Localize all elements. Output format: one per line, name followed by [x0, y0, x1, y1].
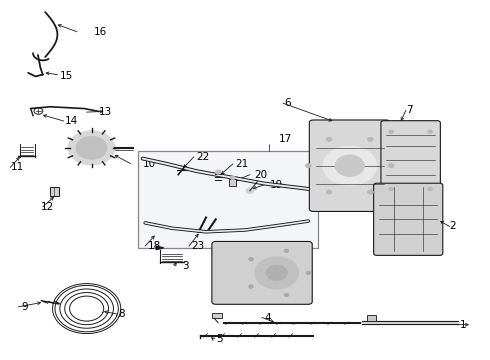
- Circle shape: [326, 137, 332, 141]
- Circle shape: [368, 137, 373, 141]
- Circle shape: [246, 188, 254, 194]
- Text: 8: 8: [118, 309, 125, 319]
- Text: 18: 18: [147, 241, 161, 251]
- Bar: [138, 152, 318, 248]
- Circle shape: [248, 285, 253, 288]
- Text: 22: 22: [196, 152, 210, 162]
- Circle shape: [215, 170, 221, 174]
- Text: 17: 17: [279, 134, 293, 144]
- Circle shape: [323, 146, 376, 185]
- Bar: [229, 179, 236, 186]
- Circle shape: [305, 163, 311, 168]
- Text: 13: 13: [99, 107, 112, 117]
- Circle shape: [76, 136, 107, 159]
- Circle shape: [266, 265, 288, 281]
- Text: 11: 11: [11, 162, 24, 172]
- Text: 3: 3: [182, 261, 188, 271]
- Bar: [212, 313, 221, 318]
- Circle shape: [368, 190, 373, 194]
- Text: 19: 19: [270, 180, 283, 190]
- Text: 1: 1: [460, 320, 466, 330]
- Circle shape: [388, 163, 394, 168]
- FancyBboxPatch shape: [212, 242, 312, 304]
- Bar: [367, 315, 375, 321]
- Circle shape: [335, 155, 365, 176]
- Bar: [50, 187, 59, 196]
- Text: 20: 20: [255, 170, 268, 180]
- FancyBboxPatch shape: [381, 121, 441, 200]
- Text: 14: 14: [65, 116, 78, 126]
- Polygon shape: [156, 246, 164, 249]
- FancyBboxPatch shape: [309, 120, 390, 211]
- Text: 10: 10: [143, 159, 156, 169]
- Text: 6: 6: [284, 98, 291, 108]
- Circle shape: [389, 187, 393, 191]
- Text: 5: 5: [216, 334, 222, 344]
- Circle shape: [428, 187, 433, 191]
- Circle shape: [255, 257, 298, 289]
- Text: 15: 15: [60, 71, 73, 81]
- Circle shape: [230, 176, 235, 180]
- Text: 16: 16: [94, 27, 107, 37]
- Circle shape: [326, 190, 332, 194]
- Text: 21: 21: [235, 159, 248, 169]
- Text: 7: 7: [406, 105, 413, 115]
- Circle shape: [68, 131, 115, 165]
- Text: 9: 9: [21, 302, 27, 312]
- Circle shape: [284, 249, 289, 253]
- Circle shape: [428, 130, 433, 134]
- Text: 23: 23: [192, 241, 205, 251]
- FancyBboxPatch shape: [374, 183, 443, 255]
- Circle shape: [248, 257, 253, 261]
- Text: 2: 2: [450, 221, 456, 231]
- Circle shape: [284, 293, 289, 297]
- Circle shape: [306, 271, 311, 275]
- Text: 12: 12: [40, 202, 53, 212]
- Circle shape: [389, 130, 393, 134]
- Text: 4: 4: [265, 312, 271, 323]
